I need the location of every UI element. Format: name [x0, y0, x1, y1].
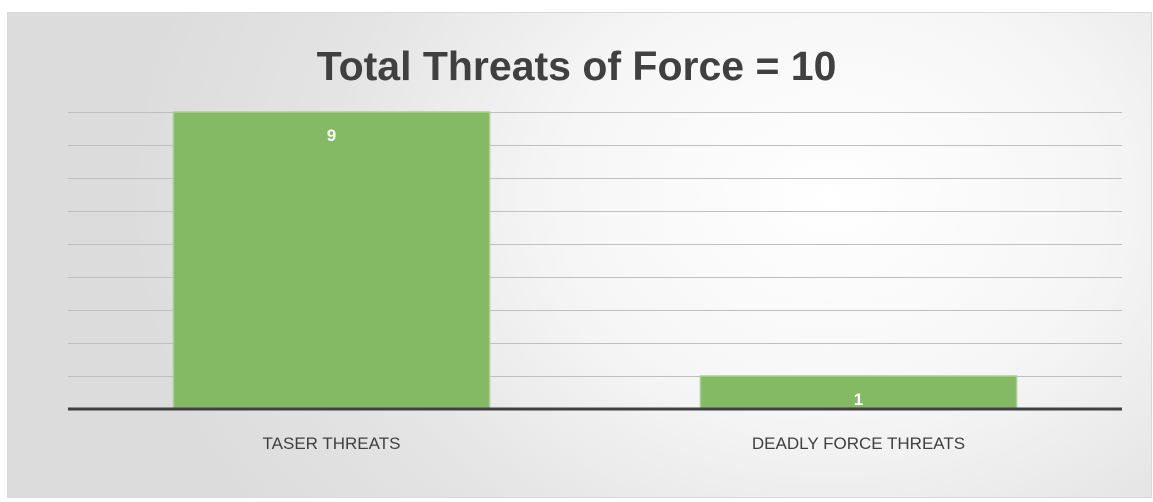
chart-title: Total Threats of Force = 10 [316, 43, 837, 89]
bars [172, 111, 1018, 410]
data-label: 9 [327, 126, 336, 145]
bar-deadly-force-threats [699, 375, 1018, 410]
data-label: 1 [854, 390, 863, 409]
bar-taser-threats [172, 111, 491, 410]
category-label: TASER THREATS [263, 434, 401, 453]
category-labels: TASER THREATS DEADLY FORCE THREATS [263, 434, 966, 453]
category-label: DEADLY FORCE THREATS [752, 434, 965, 453]
data-labels: 91 [327, 126, 863, 409]
